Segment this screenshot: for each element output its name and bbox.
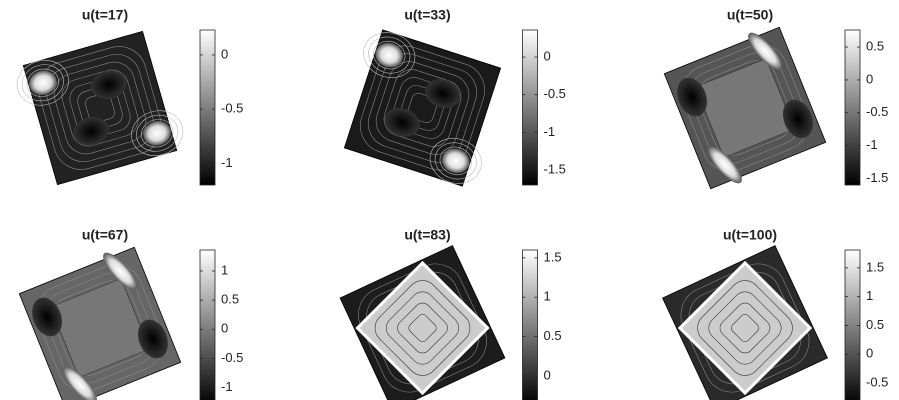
panel-title: u(t=67) <box>82 227 128 243</box>
panel-title: u(t=33) <box>404 7 450 23</box>
figure: u(t=17) -1 -0.5 0 u(t=33) -1.5 -1 -0.5 0 u(t=50) -… <box>0 0 899 400</box>
colorbar-tick-label: -0.5 <box>866 104 888 119</box>
field-image <box>333 26 512 190</box>
colorbar-tick-label: 1.5 <box>866 259 884 274</box>
colorbar-tick-label: 0 <box>221 321 228 336</box>
colorbar-tick-label: -0.5 <box>866 375 888 390</box>
panel-title: u(t=83) <box>404 227 450 243</box>
field-image <box>340 246 505 400</box>
colorbar-tick-label: 1 <box>221 262 228 277</box>
panel-title: u(t=50) <box>727 7 773 23</box>
colorbar-tick-label: -1 <box>866 137 878 152</box>
panel-title: u(t=17) <box>82 7 128 23</box>
field-image <box>661 20 829 197</box>
colorbar-tick-label: 0 <box>221 46 228 61</box>
colorbar-tick-label: -1 <box>221 379 233 394</box>
colorbar-tick-label: 0.5 <box>866 39 884 54</box>
colorbar-tick-label: 0 <box>866 71 873 86</box>
panel-title: u(t=100) <box>723 227 777 243</box>
colorbar-tick-label: 0.5 <box>221 292 239 307</box>
colorbar <box>523 30 538 185</box>
colorbar-tick-label: 0.5 <box>544 328 562 343</box>
colorbar-tick-label: 1 <box>544 289 551 304</box>
colorbar-tick-label: -1.5 <box>544 161 566 176</box>
field-image <box>16 240 184 400</box>
colorbar-tick-label: 0.5 <box>866 317 884 332</box>
colorbar-tick-label: 0 <box>544 367 551 382</box>
field-image <box>663 246 828 400</box>
domain <box>23 31 176 184</box>
colorbar-tick-label: 1.5 <box>544 249 562 264</box>
colorbar <box>200 250 215 400</box>
colorbar-tick-label: -0.5 <box>221 101 243 116</box>
colorbar-tick-label: 1 <box>866 288 873 303</box>
colorbar-tick-label: -1 <box>544 124 556 139</box>
colorbar <box>845 250 860 400</box>
colorbar-tick-label: -0.5 <box>544 86 566 101</box>
field-image <box>12 28 189 188</box>
colorbar-tick-label: 0 <box>866 346 873 361</box>
colorbar-tick-label: -0.5 <box>221 350 243 365</box>
domain <box>344 30 500 186</box>
colorbar <box>523 250 538 400</box>
colorbar-tick-label: -1 <box>221 155 233 170</box>
colorbar-tick-label: 0 <box>544 49 551 64</box>
colorbar-tick-label: -1.5 <box>866 170 888 185</box>
colorbar <box>200 30 215 185</box>
colorbar <box>845 30 860 185</box>
